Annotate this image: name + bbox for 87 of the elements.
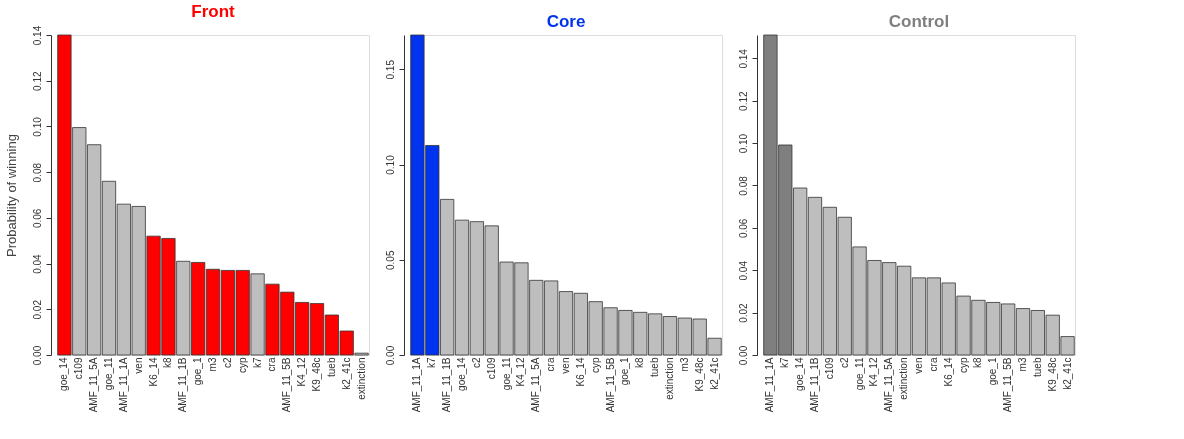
y-tick-label: 0.02: [737, 302, 749, 323]
x-tick-label: m3: [207, 357, 218, 372]
x-tick-label: extinction: [664, 357, 675, 400]
y-tick-label: 0.06: [737, 218, 749, 239]
x-tick-label: k2_41c: [1061, 357, 1073, 390]
x-tick-label: goe_1: [619, 357, 631, 386]
x-tick-label: AMF_11_1B: [809, 357, 820, 413]
x-tick-label: AMF_11_5A: [530, 357, 542, 413]
y-tick-label: 0.04: [31, 253, 43, 274]
x-tick-label: goe_11: [500, 357, 512, 391]
x-tick-label: ven: [132, 357, 144, 374]
x-tick-label: AMF_11_1B: [441, 357, 453, 413]
x-tick-label: AMF_11_1A: [117, 357, 129, 413]
y-tick-label: 0.04: [737, 260, 749, 281]
x-tick-label: c2: [838, 357, 850, 369]
x-tick-label: goe_1: [987, 357, 999, 386]
x-tick-label: k2_41c: [340, 357, 352, 390]
x-tick-label: AMF_11_5B: [604, 357, 616, 413]
x-tick-label: c2: [470, 357, 482, 369]
x-tick-label: goe_11: [853, 357, 865, 391]
y-tick-label: 0.14: [31, 25, 43, 46]
x-tick-label: AMF_11_1A: [411, 357, 423, 413]
x-tick-label: tueb: [649, 357, 661, 377]
x-tick-label: goe_14: [58, 357, 70, 391]
x-tick-label: goe_14: [794, 357, 806, 391]
y-tick-label: 0.12: [737, 91, 749, 111]
x-tick-label: m3: [1017, 357, 1028, 372]
x-tick-label: k7: [779, 357, 791, 369]
y-tick-label: 0.00: [384, 345, 396, 366]
x-tick-label: k8: [972, 357, 984, 369]
chart-title: Front: [191, 2, 236, 22]
x-tick-label: K6_14: [574, 357, 586, 387]
x-tick-label: AMF_11_1B: [177, 357, 189, 413]
x-tick-label: m3: [678, 357, 690, 372]
x-tick-label: AMF_11_5B: [1002, 357, 1014, 413]
x-tick-label: cyp: [236, 357, 248, 374]
y-tick-label: 0.12: [31, 71, 43, 91]
x-tick-label: K6_14: [147, 357, 159, 387]
y-tick-label: 0.10: [737, 133, 749, 154]
x-tick-label: goe_1: [192, 357, 204, 386]
x-tick-label: cyp: [589, 357, 601, 374]
x-tick-label: K4_12: [296, 357, 308, 387]
y-tick-label: 0.08: [31, 162, 43, 183]
x-tick-label: goe_11: [103, 357, 114, 391]
x-tick-label: K4_12: [868, 357, 880, 387]
x-tick-label: K9_48c: [311, 357, 322, 392]
x-tick-label: ven: [913, 357, 924, 374]
x-tick-label: AMF_11_5B: [281, 357, 293, 413]
x-tick-label: c2: [221, 357, 233, 369]
y-tick-label: 0.00: [737, 345, 749, 366]
x-tick-label: c109: [823, 357, 835, 380]
x-tick-label: k8: [634, 357, 646, 369]
y-tick-label: 0.08: [737, 175, 749, 196]
x-tick-label: goe_14: [456, 357, 467, 391]
x-tick-label: k8: [162, 357, 174, 369]
x-tick-label: cra: [927, 357, 939, 372]
x-tick-label: ven: [560, 357, 571, 374]
x-tick-label: tueb: [325, 357, 337, 377]
y-tick-label: 0.10: [384, 154, 396, 175]
x-tick-label: K6_14: [942, 357, 954, 387]
y-tick-label: 0.14: [737, 48, 749, 69]
x-tick-label: K9_48c: [1046, 357, 1058, 392]
x-tick-label: cra: [545, 357, 557, 372]
x-tick-label: AMF_11_1A: [764, 357, 776, 413]
chart-title: Control: [888, 11, 950, 31]
x-tick-label: c109: [73, 357, 85, 380]
x-tick-label: k7: [251, 357, 263, 369]
x-tick-label: c109: [485, 357, 497, 380]
x-tick-label: K9_48c: [693, 357, 705, 392]
y-tick-label: 0.06: [31, 208, 43, 229]
x-tick-label: AMF_11_5A: [883, 357, 895, 413]
y-tick-label: 0.02: [31, 299, 43, 320]
y-tick-label: 0.00: [31, 345, 43, 366]
y-tick-label: 0.10: [31, 116, 43, 137]
x-tick-label: cyp: [957, 357, 969, 374]
y-axis-title: Probability of winning: [3, 134, 19, 257]
x-tick-label: K4_12: [515, 357, 527, 387]
y-tick-label: 0.15: [384, 59, 396, 80]
x-tick-label: AMF_11_5A: [88, 357, 100, 413]
x-tick-label: tueb: [1031, 357, 1043, 377]
x-tick-label: cra: [266, 357, 278, 372]
x-tick-label: extinction: [898, 357, 910, 400]
x-tick-label: k7: [426, 357, 438, 369]
x-tick-label: extinction: [355, 357, 367, 400]
chart-title: Core: [546, 11, 586, 31]
y-tick-label: 0.05: [384, 250, 396, 270]
x-tick-label: k2_41c: [708, 357, 720, 390]
